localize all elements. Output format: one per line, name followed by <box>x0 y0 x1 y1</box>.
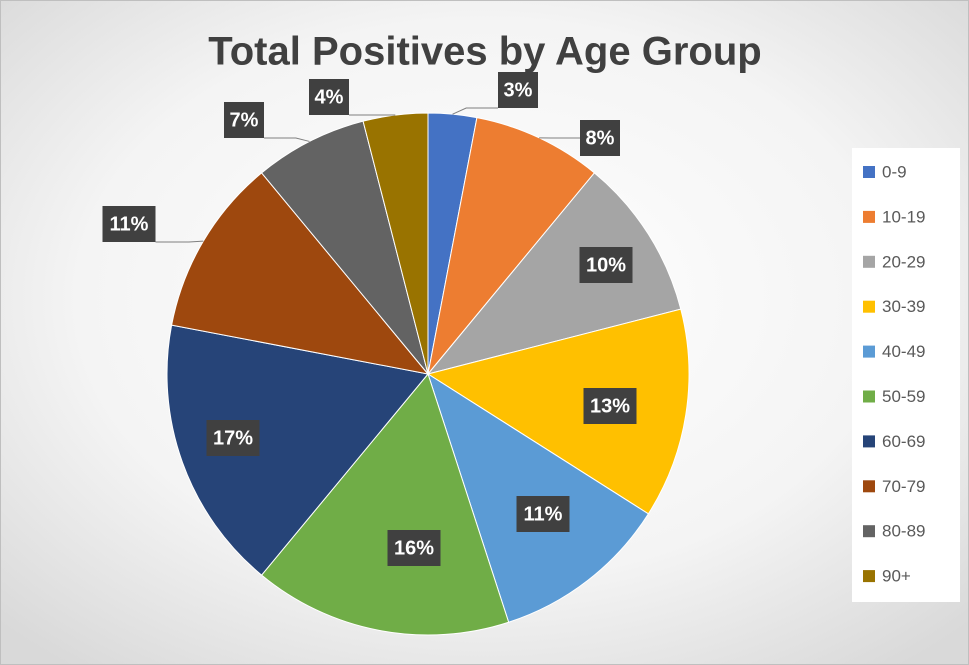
pie-slice <box>426 172 682 375</box>
pie-slice <box>260 372 510 636</box>
legend-swatch <box>863 390 875 403</box>
data-label-box <box>102 206 156 242</box>
pie-slice <box>362 112 429 375</box>
legend-swatch <box>863 570 875 583</box>
legend-swatch <box>863 435 875 448</box>
data-label: 4% <box>315 86 344 108</box>
chart-title: Total Positives by Age Group <box>208 30 761 74</box>
legend-swatch <box>863 525 875 538</box>
data-label: 11% <box>524 503 563 525</box>
legend-label: 40-49 <box>882 342 925 361</box>
legend-label: 0-9 <box>882 162 907 181</box>
legend-label: 70-79 <box>882 477 925 496</box>
legend-label: 30-39 <box>882 297 925 316</box>
data-label: 16% <box>394 537 434 559</box>
data-label-box <box>387 530 441 566</box>
legend-label: 10-19 <box>882 207 925 226</box>
legend-label: 90+ <box>882 567 911 586</box>
pie-slice <box>166 324 429 576</box>
legend-swatch <box>863 300 875 313</box>
data-label-box <box>498 72 538 108</box>
pie-slice <box>260 120 429 375</box>
data-label: 3% <box>504 79 533 101</box>
legend-swatch <box>863 480 875 493</box>
data-label-box <box>309 79 349 115</box>
data-label: 11% <box>110 213 149 235</box>
leader-line <box>155 240 204 243</box>
data-label: 10% <box>586 254 626 276</box>
data-label: 13% <box>590 395 630 417</box>
legend-label: 20-29 <box>882 252 925 271</box>
legend-label: 50-59 <box>882 387 925 406</box>
leader-line <box>452 107 498 115</box>
data-label-box <box>583 388 637 424</box>
data-label: 17% <box>213 427 253 449</box>
data-label: 7% <box>230 109 259 131</box>
data-label-box <box>580 120 620 156</box>
data-label: 8% <box>586 127 615 149</box>
legend-swatch <box>863 255 875 268</box>
legend-swatch <box>863 166 875 178</box>
legend-swatch <box>863 345 875 358</box>
legend-swatch <box>863 210 875 223</box>
legend-label: 60-69 <box>882 432 925 451</box>
data-label-box <box>224 102 264 138</box>
pie-slice <box>426 308 690 515</box>
leader-line <box>264 137 310 142</box>
data-label-box <box>579 247 633 283</box>
data-label-box <box>516 496 570 532</box>
legend-label: 80-89 <box>882 522 925 541</box>
data-label-box <box>206 420 260 456</box>
